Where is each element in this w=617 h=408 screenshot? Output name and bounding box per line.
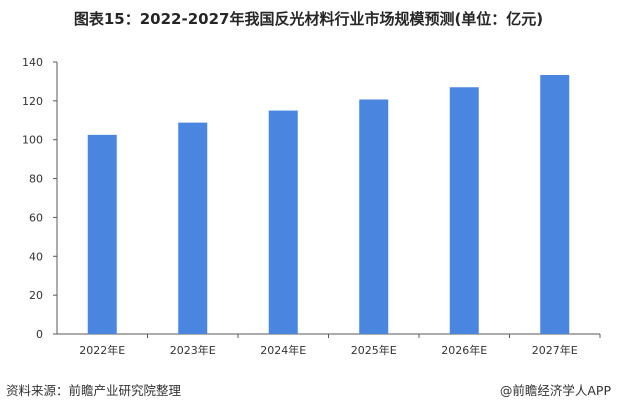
y-tick-label: 140 bbox=[22, 56, 43, 69]
chart-title: 图表15：2022-2027年我国反光材料行业市场规模预测(单位：亿元) bbox=[73, 10, 544, 28]
x-tick-label: 2023年E bbox=[170, 343, 216, 357]
x-tick-label: 2026年E bbox=[441, 343, 487, 357]
x-tick-label: 2025年E bbox=[351, 343, 397, 357]
y-tick-label: 120 bbox=[22, 95, 43, 108]
x-tick-label: 2022年E bbox=[79, 343, 125, 357]
footer: 资料来源：前瞻产业研究院整理 @前瞻经济学人APP bbox=[6, 378, 611, 400]
source-note: 资料来源：前瞻产业研究院整理 bbox=[6, 382, 182, 398]
x-tick-label: 2027年E bbox=[532, 343, 578, 357]
y-tick-label: 40 bbox=[29, 250, 43, 263]
bar-2027年E bbox=[540, 75, 570, 334]
y-tick-label: 80 bbox=[29, 173, 43, 186]
brand-credit: @前瞻经济学人APP bbox=[500, 380, 611, 399]
bar-2025年E bbox=[359, 99, 389, 334]
bar-2023年E bbox=[178, 122, 208, 334]
y-tick-label: 20 bbox=[29, 289, 43, 302]
y-tick-label: 0 bbox=[36, 328, 43, 341]
bar-2026年E bbox=[449, 87, 479, 334]
y-tick-label: 100 bbox=[22, 134, 43, 147]
bar-2022年E bbox=[87, 134, 117, 334]
brand-label: @前瞻经济学人APP bbox=[499, 382, 611, 398]
bar-2024年E bbox=[268, 110, 298, 334]
y-tick-label: 60 bbox=[29, 211, 43, 224]
x-tick-label: 2024年E bbox=[260, 343, 306, 357]
